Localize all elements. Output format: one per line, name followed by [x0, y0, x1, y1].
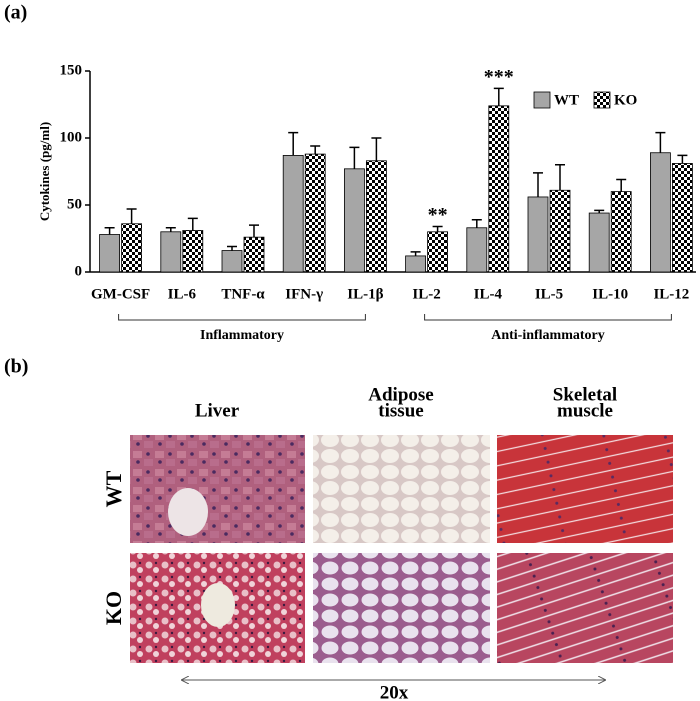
legend-swatch [533, 91, 551, 109]
column-header: Liver [195, 400, 240, 421]
bar [488, 105, 510, 273]
image [313, 435, 490, 543]
scale-label: 20x [380, 682, 409, 701]
bar [160, 231, 182, 273]
bar [99, 234, 120, 273]
bar [427, 231, 449, 273]
bar [282, 155, 304, 273]
panel-label: (b) [4, 356, 28, 378]
bar [672, 163, 693, 273]
panel-label: (a) [4, 2, 27, 24]
x-tick-label: IL-4 [474, 286, 503, 302]
bar [588, 212, 610, 273]
x-tick-label: IL-12 [653, 286, 689, 302]
error-bar [493, 87, 504, 106]
error-bar [104, 227, 115, 235]
bar [243, 236, 265, 273]
histology-images [130, 435, 673, 680]
error-bar [677, 154, 688, 164]
row-label: KO [101, 591, 126, 625]
column-header: Skeletal [553, 384, 617, 405]
bar [466, 227, 488, 273]
x-tick-label: IL-1β [347, 286, 383, 302]
y-axis-label: Cytokines (pg/ml) [37, 122, 52, 221]
legend-label: WT [554, 92, 579, 108]
legend-swatch [593, 91, 611, 109]
bar [527, 196, 549, 273]
error-bar [288, 131, 299, 156]
group-bracket [424, 314, 672, 321]
y-tick-label: 50 [67, 196, 82, 212]
error-bar [410, 251, 421, 256]
significance: *** [484, 66, 514, 88]
x-tick-label: TNF-α [221, 286, 265, 302]
bar [610, 191, 632, 273]
bar [121, 223, 142, 273]
error-bar [594, 209, 605, 214]
x-tick-label: IL-2 [412, 286, 440, 302]
error-bar [310, 145, 321, 155]
error-bar [165, 227, 176, 232]
error-bar [187, 217, 198, 231]
x-tick-label: IL-10 [592, 286, 628, 302]
bar [405, 255, 427, 273]
bar [650, 152, 671, 273]
image [497, 435, 673, 543]
image [313, 553, 490, 663]
legend-label: KO [614, 92, 637, 108]
column-header: Adipose [368, 384, 433, 405]
bar [365, 160, 387, 273]
error-bar [533, 172, 543, 197]
y-tick-label: 150 [60, 62, 83, 78]
image-detail [168, 488, 208, 536]
group-bracket [118, 314, 366, 321]
error-bar [126, 208, 137, 224]
x-tick-label: GM-CSF [91, 286, 150, 302]
error-bar [349, 146, 360, 169]
row-label: WT [101, 470, 126, 507]
column-header: muscle [557, 400, 613, 421]
y-tick-label: 0 [75, 263, 83, 279]
error-bar [432, 225, 443, 232]
bar [221, 250, 243, 273]
group-label: Anti-inflammatory [491, 328, 605, 343]
image [130, 435, 305, 543]
x-tick-label: IL-5 [535, 286, 563, 302]
error-bar [555, 164, 565, 191]
error-bar [371, 137, 382, 161]
image [497, 553, 673, 663]
error-bar [616, 178, 627, 192]
y-tick-label: 100 [60, 129, 83, 145]
error-bar [227, 245, 237, 251]
column-header: tissue [378, 400, 423, 421]
bar [343, 168, 365, 273]
image-detail [201, 583, 235, 627]
error-bar [249, 224, 259, 238]
bar [304, 153, 326, 273]
x-tick-label: IFN-γ [285, 286, 323, 302]
error-bar [471, 218, 482, 228]
group-label: Inflammatory [200, 328, 284, 343]
error-bar [655, 131, 666, 153]
bar [182, 230, 204, 273]
significance: ** [428, 204, 448, 226]
x-tick-label: IL-6 [168, 286, 197, 302]
bar [549, 189, 571, 273]
